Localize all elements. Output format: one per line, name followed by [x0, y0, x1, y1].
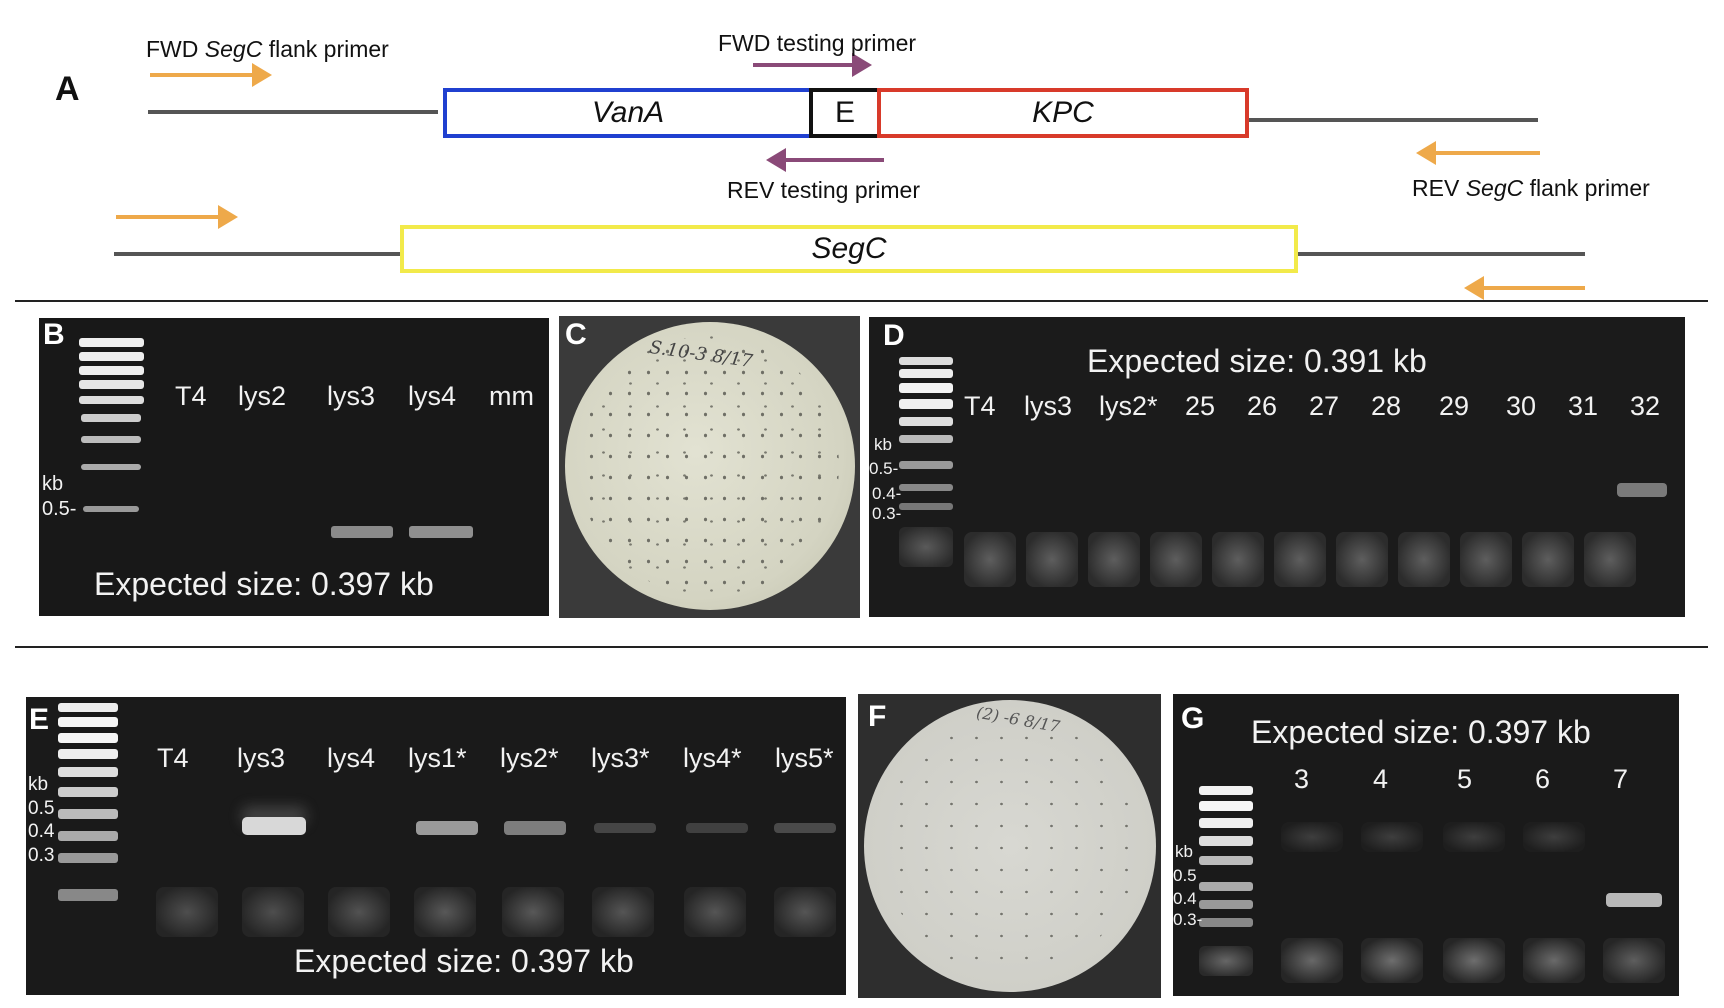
plaques [882, 718, 1138, 974]
lane-label-4: lys2* [500, 743, 559, 773]
lane-label-2: lys4 [327, 743, 376, 773]
lane-label-1: lys3 [237, 743, 286, 773]
lane-label-6: lys4* [683, 743, 742, 773]
lane-label-3: 25 [1185, 391, 1216, 421]
plaques [579, 336, 839, 596]
marker-03: 0.3 [28, 845, 55, 866]
rev-testing-primer-label: REV testing primer [727, 177, 921, 203]
ladder [79, 338, 149, 538]
e-label: E [834, 96, 855, 129]
primer-arrows [116, 53, 1585, 300]
band-lys3 [242, 817, 306, 835]
lane-label-3: lys1* [408, 743, 467, 773]
marker-05: 0.5- [869, 459, 899, 478]
ladder [899, 357, 959, 597]
band-lys5-star [774, 823, 836, 833]
segc-label: SegC [811, 232, 887, 265]
genome-line-right-bottom [1295, 252, 1585, 256]
band-lys2-star [504, 821, 566, 835]
band-lys4-star [686, 823, 748, 833]
lane-label-0: 3 [1294, 764, 1310, 794]
lane-label-8: 30 [1506, 391, 1537, 421]
band-lys1-star [416, 821, 478, 835]
panel-f-plate: F (2) -6 8/17 [858, 694, 1161, 998]
lane-label-10: 32 [1630, 391, 1661, 421]
marker-04: 0.4 [1173, 889, 1197, 908]
panel-f-letter: F [868, 700, 887, 733]
lane-label-1: 4 [1373, 764, 1389, 794]
lane-label-0: T4 [175, 381, 207, 411]
divider-top [15, 300, 1708, 302]
lane-label-7: lys5* [775, 743, 834, 773]
panel-c-letter: C [565, 318, 587, 351]
lane-label-5: lys3* [591, 743, 650, 773]
marker-03: 0.3- [872, 504, 902, 523]
lane-label-3: 6 [1535, 764, 1551, 794]
kpc-label: KPC [1032, 96, 1094, 129]
marker-03: 0.3- [1173, 910, 1203, 929]
lane-label-6: 28 [1371, 391, 1402, 421]
vana-box: VanA [443, 88, 813, 138]
panel-g-caption: Expected size: 0.397 kb [1251, 714, 1591, 750]
lane-label-0: T4 [964, 391, 996, 421]
panel-b-caption: Expected size: 0.397 kb [94, 566, 434, 602]
lane-label-4: mm [489, 381, 534, 411]
panel-e-caption: Expected size: 0.397 kb [294, 943, 634, 979]
rev-flank-primer-label: REV SegC flank primer [1412, 175, 1650, 201]
lane-label-2: 5 [1457, 764, 1473, 794]
lane-label-1: lys2 [238, 381, 287, 411]
lane-label-4: 7 [1613, 764, 1629, 794]
panel-d-caption: Expected size: 0.391 kb [1087, 343, 1427, 379]
band-lys3-star [594, 823, 656, 833]
lane-label-4: 26 [1247, 391, 1278, 421]
panel-d-letter: D [883, 319, 905, 352]
genome-line-left-top [148, 110, 438, 114]
panel-c-plate: C S.10-3 8/17 [559, 316, 860, 618]
panel-g-gel: G Expected size: 0.397 kb kb 0.5 0.4 0.3… [1173, 694, 1679, 996]
ladder [58, 703, 128, 908]
band-lys4 [409, 526, 473, 538]
band-lys3 [331, 526, 393, 538]
primer-dimer-row [156, 887, 846, 937]
panel-b-letter: B [43, 318, 65, 351]
band-7 [1606, 893, 1662, 907]
primer-dimer-row [1273, 938, 1673, 983]
ladder [1199, 786, 1259, 986]
primer-dimer-row [964, 532, 1664, 587]
marker-04: 0.4 [28, 821, 55, 842]
lane-label-5: 27 [1309, 391, 1340, 421]
lane-label-7: 29 [1439, 391, 1470, 421]
panel-e-gel: E kb 0.5 0.4 0.3 T4 lys3 lys4 lys1* lys2… [26, 697, 846, 995]
lane-label-2: lys3 [327, 381, 376, 411]
divider-middle [15, 646, 1708, 648]
segc-box: SegC [400, 225, 1298, 273]
marker-05: 0.5 [1173, 866, 1197, 885]
fwd-flank-primer-label: FWD SegC flank primer [146, 36, 389, 62]
fwd-testing-primer-label: FWD testing primer [718, 30, 917, 56]
marker-05: 0.5 [28, 798, 55, 819]
lane-label-1: lys3 [1024, 391, 1073, 421]
band-32 [1617, 483, 1667, 497]
lane-label-3: lys4 [408, 381, 457, 411]
marker-unit-kb: kb [28, 774, 49, 795]
genome-line-right-top [1248, 118, 1538, 122]
lane-label-0: T4 [157, 743, 189, 773]
lane-label-9: 31 [1568, 391, 1599, 421]
panel-b-gel: B kb 0.5- T4 lys2 lys3 lys4 mm Expected … [39, 318, 549, 616]
e-box: E [809, 88, 881, 138]
upper-smear-row [1273, 822, 1673, 852]
marker-04: 0.4- [872, 484, 902, 503]
panel-a-letter: A [55, 70, 80, 108]
marker-unit-kb: kb [42, 473, 64, 495]
marker-unit-kb: kb [874, 435, 892, 454]
panel-e-letter: E [29, 703, 50, 736]
panel-g-letter: G [1181, 702, 1205, 735]
lane-label-2: lys2* [1099, 391, 1158, 421]
marker-unit-kb: kb [1175, 842, 1193, 861]
genome-line-left-bottom [114, 252, 404, 256]
panel-d-gel: D Expected size: 0.391 kb kb 0.5- 0.4- 0… [869, 317, 1685, 617]
kpc-box: KPC [877, 88, 1249, 138]
marker-05: 0.5- [42, 498, 77, 520]
vana-label: VanA [591, 96, 665, 129]
